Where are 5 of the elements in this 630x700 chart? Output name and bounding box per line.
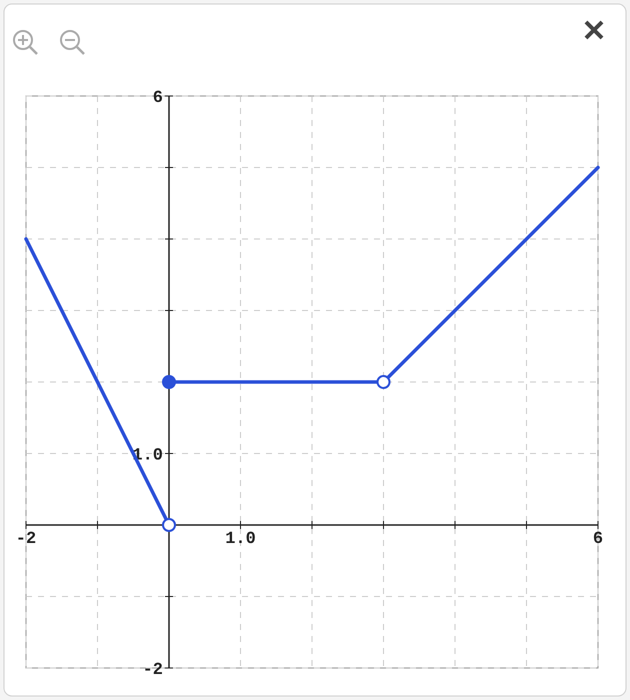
x-tick-label: -2 [16, 530, 36, 549]
x-tick-label: 6 [592, 530, 604, 549]
x-tick-label: 1.0 [225, 530, 256, 549]
y-tick-label: 6 [152, 88, 163, 108]
y-tick-label: -2 [142, 660, 163, 680]
